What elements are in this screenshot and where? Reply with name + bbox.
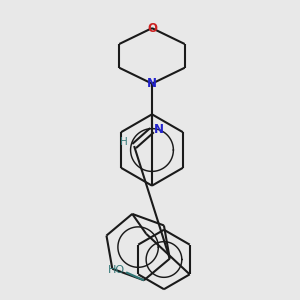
Text: N: N <box>147 77 157 90</box>
Text: N: N <box>154 123 164 136</box>
Text: HO: HO <box>108 266 125 275</box>
Text: H: H <box>120 137 128 147</box>
Text: O: O <box>147 22 157 34</box>
